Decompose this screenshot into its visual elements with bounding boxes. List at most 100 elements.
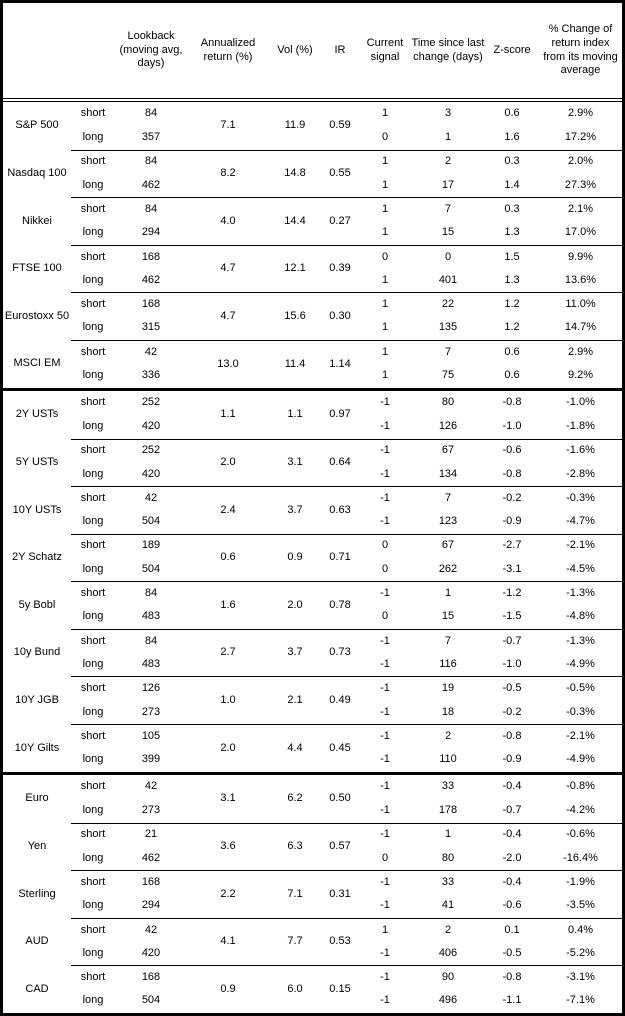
signal-value: -1	[359, 676, 411, 701]
leg-label: long	[82, 851, 104, 864]
leg-label: long	[82, 273, 104, 286]
signal-value: 0	[359, 244, 411, 270]
signal-value: -1	[380, 994, 390, 1007]
ir-value: 0.78	[321, 581, 359, 630]
signal-value: -1	[359, 724, 411, 749]
table-row: 5Y USTs short 252 2.0 3.1 0.64 -1 67 -0.6 -1.6%	[3, 438, 622, 487]
lookback-value: 42	[115, 917, 187, 943]
pct-change-value: -0.6%	[539, 822, 622, 847]
vol-value: 14.4	[269, 197, 321, 246]
leg-label: short	[71, 438, 115, 463]
annualized-return-value: 1.0	[187, 676, 269, 725]
z-score-value: -0.8	[485, 724, 539, 749]
table-row: S&P 500 short 84 7.1 11.9 0.59 1 3 0.6 2.9%	[3, 100, 622, 131]
lookback-value: 273	[141, 804, 161, 817]
time-since-value: 7	[411, 486, 485, 511]
z-score-value: 1.2	[485, 292, 539, 317]
z-score-value: -3.1	[502, 562, 522, 575]
annualized-return-value: 13.0	[187, 339, 269, 390]
table-row: long 315 1 135 1.2 14.7%	[3, 317, 622, 341]
pct-change-value: -1.0%	[539, 388, 622, 416]
time-since-value: 0	[411, 244, 485, 270]
leg-label: long	[82, 321, 104, 334]
table-row: long 462 1 401 1.3 13.6%	[3, 269, 622, 293]
pct-change-value: -4.9%	[566, 753, 595, 766]
annualized-return-value: 1.6	[187, 581, 269, 630]
ir-value: 0.45	[321, 724, 359, 774]
signal-value: -1	[380, 419, 390, 432]
signal-value: -1	[380, 515, 390, 528]
pct-change-value: -5.2%	[566, 946, 595, 959]
z-score-value: -0.8	[502, 467, 522, 480]
lookback-value: 252	[115, 388, 187, 416]
signal-value: -1	[380, 899, 390, 912]
z-score-value: -0.4	[485, 870, 539, 895]
vol-value: 3.7	[269, 628, 321, 677]
asset-name: 5y Bobl	[18, 598, 56, 611]
leg-label: short	[71, 724, 115, 749]
vol-value: 6.2	[269, 772, 321, 824]
table-row: long 420 -1 134 -0.8 -2.8%	[3, 463, 622, 487]
leg-label: short	[71, 581, 115, 606]
time-since-value: 126	[438, 419, 458, 432]
leg-label: long	[82, 178, 104, 191]
leg-label: short	[71, 197, 115, 222]
lookback-value: 504	[141, 515, 161, 528]
table-row: long 483 0 15 -1.5 -4.8%	[3, 606, 622, 630]
lookback-value: 315	[141, 321, 161, 334]
time-since-value: 67	[411, 533, 485, 558]
annualized-return-value: 0.6	[187, 533, 269, 582]
time-since-value: 262	[438, 562, 458, 575]
col-header-lookback: Lookback (moving avg, days)	[115, 3, 187, 102]
asset-name: 10Y Gilts	[14, 741, 60, 754]
ir-value: 0.97	[321, 388, 359, 439]
table-row: MSCI EM short 42 13.0 11.4 1.14 1 7 0.6 2.9%	[3, 339, 622, 390]
z-score-value: 0.3	[485, 149, 539, 174]
time-since-value: 401	[438, 273, 458, 286]
ir-value: 0.49	[321, 676, 359, 725]
leg-label: long	[82, 994, 104, 1007]
signal-value: 1	[381, 107, 389, 120]
table-row: long 504 -1 123 -0.9 -4.7%	[3, 510, 622, 534]
time-since-value: 2	[411, 917, 485, 943]
lookback-value: 168	[115, 292, 187, 317]
time-since-value: 123	[438, 515, 458, 528]
signal-value: -1	[380, 657, 390, 670]
table-header-row: Lookback (moving avg, days) Annualized r…	[3, 3, 622, 102]
time-since-value: 2	[411, 724, 485, 749]
pct-change-value: -4.2%	[566, 804, 595, 817]
time-since-value: 3	[444, 107, 452, 120]
vol-value: 0.9	[269, 533, 321, 582]
signal-value: 0	[359, 533, 411, 558]
leg-label: short	[71, 965, 115, 990]
time-since-value: 1	[444, 131, 452, 144]
lookback-value: 84	[115, 197, 187, 222]
pct-change-value: 2.9%	[539, 339, 622, 365]
table-row: long 420 -1 406 -0.5 -5.2%	[3, 942, 622, 966]
z-score-value: -1.5	[502, 610, 522, 623]
leg-label: long	[82, 419, 104, 432]
ir-value: 0.53	[321, 917, 359, 966]
asset-name: 5Y USTs	[15, 455, 59, 468]
leg-label: long	[82, 657, 104, 670]
annualized-return-value: 8.2	[187, 149, 269, 198]
table-row: long 399 -1 110 -0.9 -4.9%	[3, 748, 622, 773]
z-score-value: 1.3	[504, 226, 520, 239]
z-score-value: -2.0	[502, 851, 522, 864]
time-since-value: 17	[441, 178, 455, 191]
pct-change-value: 11.0%	[539, 292, 622, 317]
asset-name: FTSE 100	[12, 262, 62, 275]
table-row: FTSE 100 short 168 4.7 12.1 0.39 0 0 1.5 9.9%	[3, 244, 622, 293]
lookback-value: 420	[141, 467, 161, 480]
signal-value: 0	[381, 562, 389, 575]
pct-change-value: 0.4%	[539, 917, 622, 943]
pct-change-value: -4.5%	[566, 562, 595, 575]
signal-value: 0	[381, 851, 389, 864]
leg-label: long	[82, 467, 104, 480]
z-score-value: 1.4	[504, 178, 520, 191]
ir-value: 0.73	[321, 628, 359, 677]
pct-change-value: -3.5%	[566, 899, 595, 912]
pct-change-value: -0.5%	[539, 676, 622, 701]
z-score-value: 0.3	[485, 197, 539, 222]
lookback-value: 126	[115, 676, 187, 701]
